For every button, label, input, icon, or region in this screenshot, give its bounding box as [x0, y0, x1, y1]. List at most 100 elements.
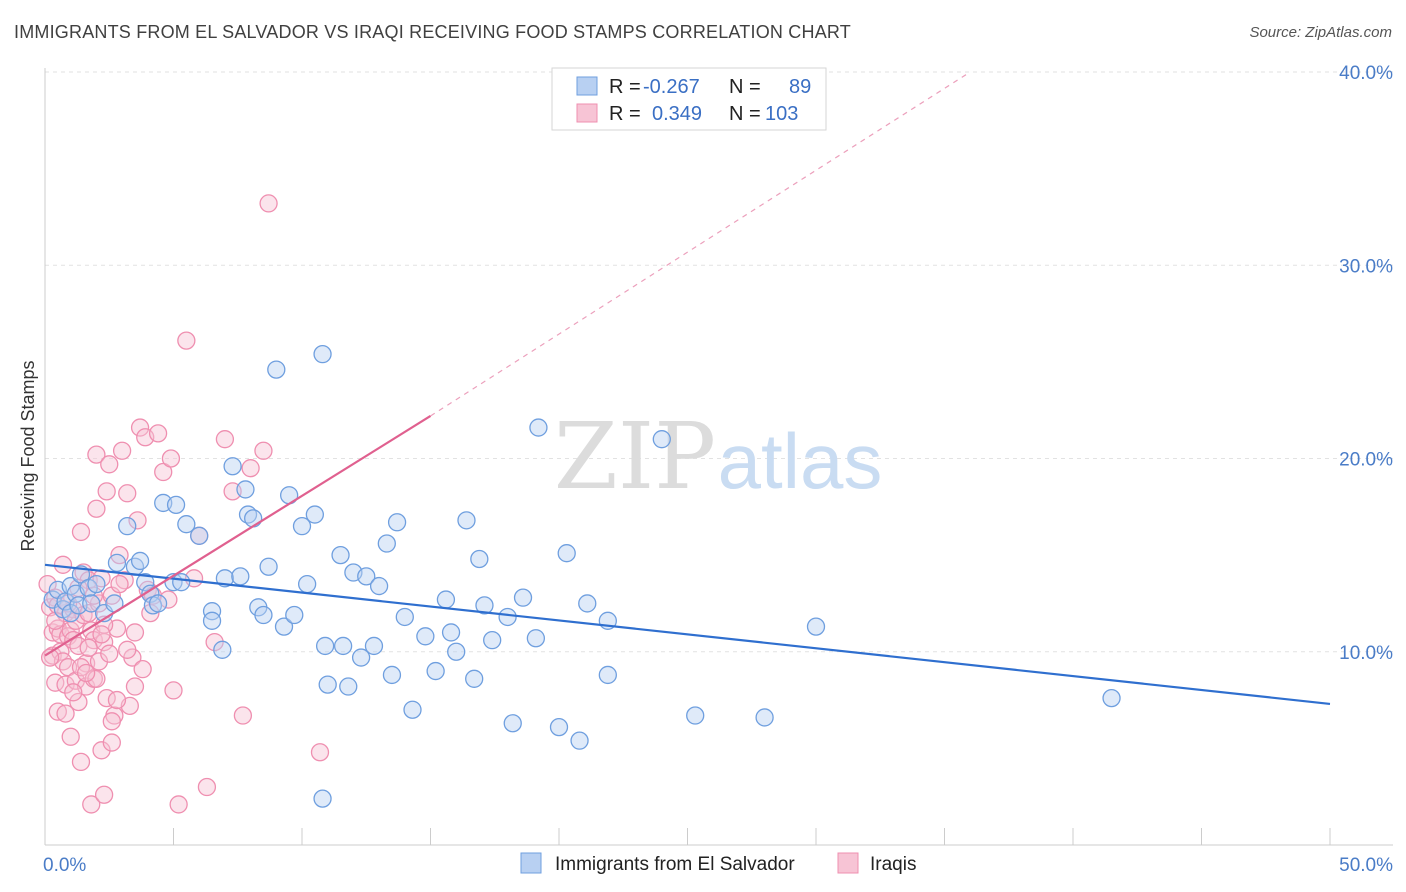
data-point — [148, 594, 168, 613]
data-point — [549, 717, 569, 737]
legend-swatch-blue — [576, 76, 598, 96]
data-point — [313, 789, 332, 808]
data-point — [806, 617, 826, 636]
data-point — [441, 623, 461, 642]
data-point — [457, 511, 476, 530]
watermark: ZIP atlas — [554, 403, 882, 510]
data-point — [310, 743, 330, 762]
data-point — [130, 418, 150, 437]
data-point — [56, 704, 75, 723]
chart-title: IMMIGRANTS FROM EL SALVADOR VS IRAQI REC… — [14, 22, 851, 42]
series-el-salvador-points — [43, 344, 1121, 808]
data-point — [130, 551, 150, 571]
data-point — [267, 360, 286, 379]
legend-n-value-2: 103 — [765, 103, 798, 125]
data-point — [79, 638, 98, 658]
data-point — [215, 430, 235, 449]
data-point — [136, 573, 155, 592]
data-point — [71, 752, 91, 772]
data-point — [465, 669, 484, 688]
legend-swatch-pink — [576, 103, 598, 123]
data-point — [403, 700, 422, 719]
data-point — [686, 706, 705, 725]
y-tick-label: 20.0% — [1339, 450, 1393, 471]
data-point — [236, 480, 255, 499]
data-point — [436, 590, 456, 609]
legend-n-label-1: N = — [729, 76, 761, 98]
data-point — [416, 627, 435, 646]
trend-line-iraqis — [44, 415, 432, 657]
source-label: Source: ZipAtlas.com — [1249, 24, 1392, 41]
legend-n-value-1: 89 — [789, 76, 811, 98]
data-point — [274, 617, 294, 636]
data-point — [87, 669, 106, 688]
data-point — [297, 574, 317, 594]
data-point — [233, 706, 253, 725]
legend-box — [551, 67, 827, 131]
data-point — [82, 594, 101, 613]
data-point — [578, 594, 597, 613]
data-point — [483, 631, 502, 650]
data-point — [755, 708, 774, 727]
bottom-legend: Immigrants from El Salvador Iraqis — [520, 852, 916, 875]
data-point — [118, 484, 137, 503]
data-point — [231, 567, 250, 586]
data-point — [76, 663, 96, 683]
data-point — [141, 584, 160, 603]
data-point — [318, 675, 337, 694]
data-point — [202, 602, 222, 621]
data-point — [53, 555, 73, 574]
legend-r-label-1: R = — [609, 76, 641, 98]
data-point — [97, 482, 116, 501]
data-point — [244, 509, 263, 528]
data-point — [133, 659, 152, 679]
watermark-zip: ZIP — [554, 403, 716, 510]
data-point — [166, 495, 186, 515]
data-point — [470, 549, 489, 569]
data-point — [498, 607, 517, 627]
data-point — [351, 648, 371, 667]
data-point — [213, 640, 232, 659]
y-axis-label: Receiving Food Stamps — [18, 360, 38, 551]
data-point — [202, 611, 222, 630]
data-point — [254, 441, 273, 460]
grid-lines — [45, 71, 1393, 653]
data-point — [503, 714, 522, 733]
data-point — [526, 629, 546, 648]
data-point — [333, 636, 353, 656]
data-point — [313, 344, 332, 364]
data-point — [64, 683, 83, 702]
data-point — [475, 596, 494, 615]
data-point — [100, 455, 119, 474]
data-point — [118, 516, 137, 536]
data-point — [339, 677, 358, 696]
x-tick-label: 0.0% — [43, 855, 86, 876]
data-point — [107, 553, 127, 573]
y-tick-label: 10.0% — [1339, 643, 1393, 664]
data-point — [259, 557, 278, 576]
data-point — [652, 430, 671, 449]
data-point — [305, 505, 325, 524]
data-point — [87, 574, 106, 594]
data-point — [61, 727, 80, 746]
trend-line-iraqis-extension — [430, 71, 971, 417]
data-point — [447, 642, 466, 661]
data-point — [112, 441, 132, 460]
trend-lines — [44, 71, 1331, 706]
bottom-legend-swatch-blue — [520, 852, 542, 874]
data-point — [164, 681, 183, 700]
x-tick-label: 50.0% — [1339, 855, 1393, 876]
bottom-legend-label-blue: Immigrants from El Salvador — [555, 854, 795, 875]
series-iraqis-points — [38, 194, 330, 814]
data-point — [92, 625, 111, 644]
data-point — [382, 665, 402, 685]
data-point — [598, 665, 617, 685]
data-point — [177, 515, 196, 534]
data-point — [513, 588, 533, 607]
data-point — [125, 623, 145, 642]
data-point — [331, 545, 350, 565]
data-point — [100, 644, 119, 663]
y-tick-label: 30.0% — [1339, 256, 1393, 277]
data-point — [395, 607, 414, 627]
